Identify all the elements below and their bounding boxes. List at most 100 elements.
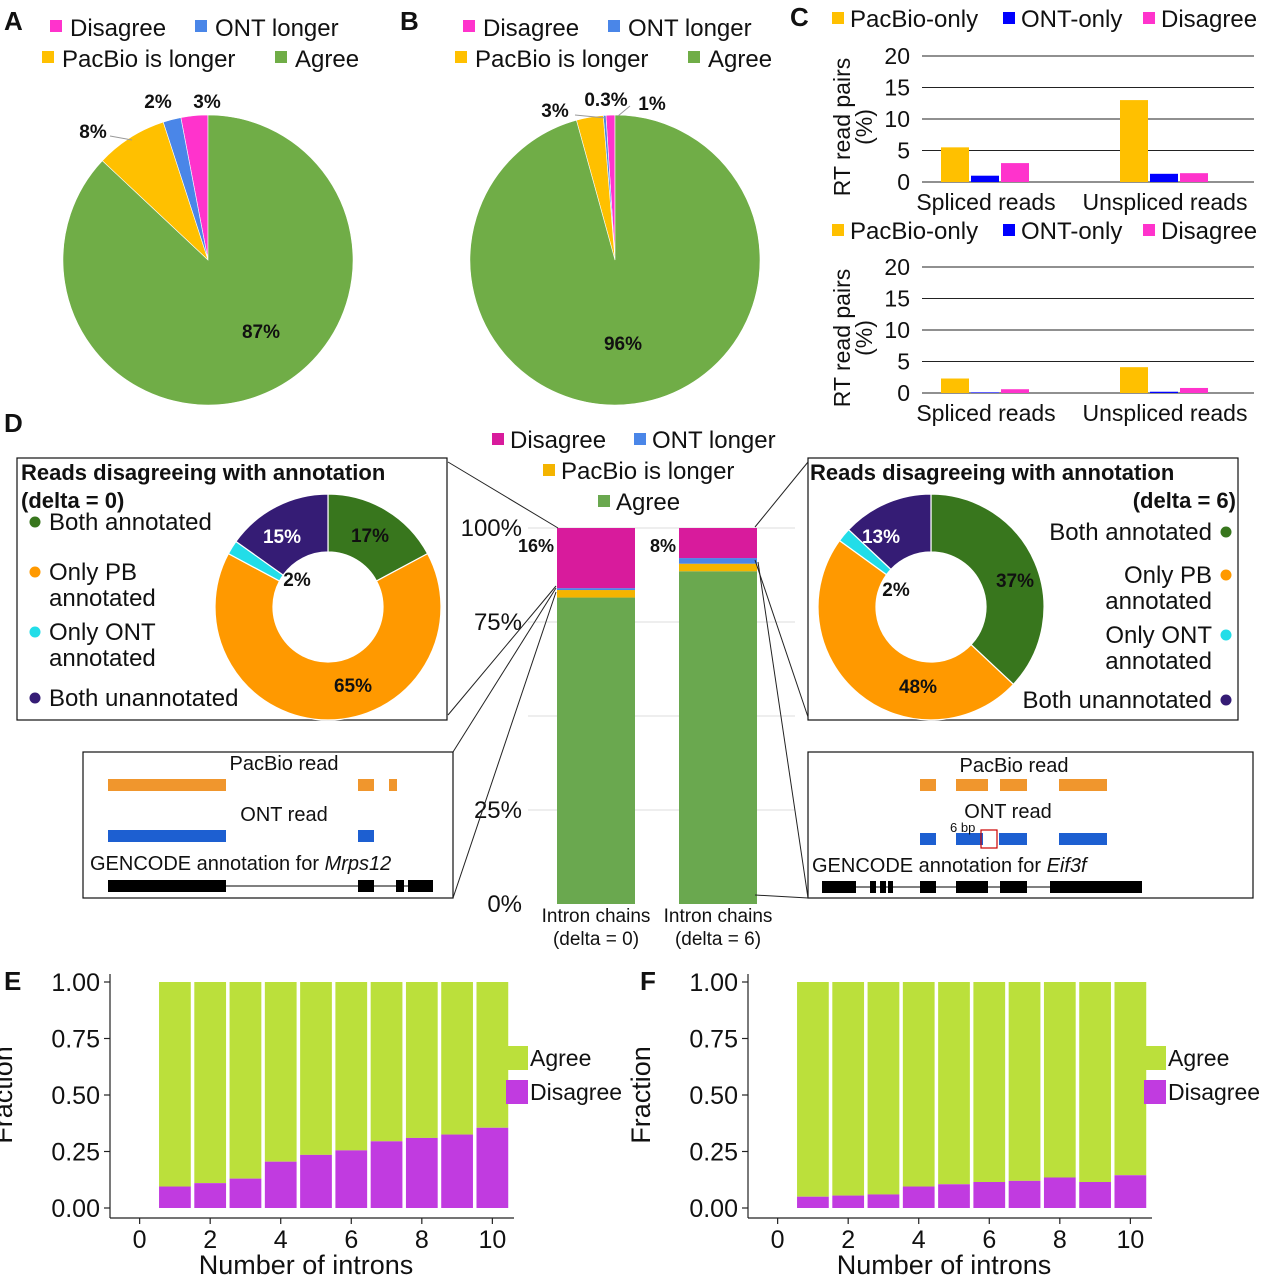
bar-disagree-1 [797, 1196, 829, 1208]
donut-label-both-unannotated: 13% [862, 527, 900, 548]
pacbio-exon [1000, 779, 1027, 791]
annotation-prefix: GENCODE annotation for [90, 853, 325, 875]
ont-exon [1059, 833, 1107, 845]
pacbio-exon [358, 779, 374, 791]
annotation-exon [880, 881, 886, 893]
ont-exon [358, 830, 374, 842]
gene-name: Mrps12 [325, 853, 392, 875]
panel-f: F 0.00 0.25 0.50 0.75 1.00 0 2 4 6 8 10 Number of i… [626, 966, 1260, 1280]
connector-line [452, 587, 557, 753]
annotation-exon [1050, 881, 1142, 893]
legend-swatch-agree [1144, 1046, 1166, 1070]
bar-agree-6 [973, 982, 1006, 1183]
ont-exon [956, 833, 983, 845]
bar-pacbio-only-unspliced-reads [1120, 100, 1148, 182]
legend-swatch-disagree [1143, 224, 1155, 236]
panel-d-read-diagram-left: PacBio read ONT read GENCODE annotation fo… [82, 751, 454, 899]
panel-label-f: F [640, 966, 656, 996]
legend-label-pacbio-is-longer: PacBio is longer [62, 46, 235, 73]
donut-label-both-annotated: 17% [351, 526, 389, 547]
legend-label-only-pb-annotated: annotated [1105, 588, 1212, 615]
legend-dot-only-pb-annotated [29, 566, 41, 578]
pie-leader-line [109, 135, 133, 141]
x-tick-label: 6 [982, 1226, 996, 1254]
bar-agree-10 [476, 982, 509, 1128]
legend-swatch-pacbio-is-longer [543, 464, 555, 476]
y-tick-label: 0.25 [51, 1139, 100, 1167]
gap-label: 6 bp [950, 820, 975, 835]
pie-slice-agree [469, 114, 761, 406]
legend-label-agree: Agree [530, 1045, 591, 1071]
y-tick-label: 10 [884, 106, 910, 132]
legend-label-disagree: Disagree [1161, 6, 1257, 33]
legend-label-ont-only: ONT-only [1021, 218, 1122, 245]
panel-d-donut-right: Reads disagreeing with annotation (delta … [807, 457, 1239, 721]
annotation-exon [358, 880, 374, 892]
panel-c-bottom-chart: PacBio-only ONT-only Disagree 0 5 10 15 20 RT re… [829, 218, 1257, 426]
bar-disagree-3 [229, 1178, 262, 1208]
annotation-exon [822, 881, 856, 893]
pie-label-ont-longer: 0.3% [584, 90, 627, 111]
legend-dot-both-annotated [1220, 526, 1232, 538]
annotation-exon [888, 881, 893, 893]
bar-agree-9 [1079, 982, 1111, 1183]
pacbio-read-label: PacBio read [230, 753, 339, 775]
y-axis-label: Fraction [0, 1046, 18, 1144]
bar-agree-6 [335, 982, 368, 1151]
legend-label-pacbio-only: PacBio-only [850, 6, 978, 33]
panel-d: D Disagree ONT longer PacBio is longer Agre… [4, 408, 1254, 950]
y-tick-label: 75% [474, 609, 522, 636]
panel-c-top-chart: PacBio-only ONT-only Disagree 0 5 10 15 20 RT re… [829, 6, 1257, 215]
ont-read-label: ONT read [240, 804, 327, 826]
legend-swatch-ont-only [1003, 12, 1015, 24]
x-tick-label: 4 [912, 1226, 926, 1254]
inset-title: (delta = 0) [21, 488, 124, 513]
bar-disagree-spliced-reads [1001, 163, 1029, 182]
y-tick-label: 0.75 [689, 1026, 738, 1054]
bar-agree-10 [1114, 982, 1147, 1176]
donut-label-only-ont-annotated: 2% [882, 580, 910, 601]
donut-label-only-ont-annotated: 2% [283, 570, 311, 591]
y-axis-label: Fraction [626, 1046, 656, 1144]
pacbio-exon [389, 779, 397, 791]
bar-agree-3 [229, 982, 262, 1179]
legend-label-only-ont-annotated: annotated [1105, 648, 1212, 675]
pie-label-disagree: 1% [638, 94, 666, 115]
annotation-exon [408, 880, 433, 892]
legend-swatch-disagree [50, 20, 62, 32]
legend-label-disagree: Disagree [1161, 218, 1257, 245]
bar-pacbio-only-spliced-reads [941, 147, 969, 182]
x-category-label: Spliced reads [916, 400, 1055, 426]
connector-line [754, 461, 809, 528]
pacbio-exon [956, 779, 988, 791]
x-tick-label: 0 [133, 1226, 147, 1254]
pie-label-agree: 96% [604, 334, 642, 355]
y-tick-label: 0.25 [689, 1139, 738, 1167]
inset-title: (delta = 6) [1133, 488, 1236, 513]
bar-disagree-9 [1079, 1182, 1111, 1208]
legend-dot-both-annotated [29, 516, 41, 528]
legend-swatch-pacbio-is-longer [455, 51, 467, 63]
bar-agree-2 [194, 982, 227, 1184]
legend-swatch-disagree [463, 20, 475, 32]
pie-label-pacbio-is-longer: 8% [79, 122, 107, 143]
bar-disagree-10 [476, 1127, 509, 1208]
bar-disagree-2 [679, 528, 757, 559]
x-tick-label: 8 [1053, 1226, 1067, 1254]
legend-swatch-disagree [1144, 1080, 1166, 1104]
legend-label-disagree: Disagree [510, 427, 606, 454]
legend-label-only-pb-annotated: annotated [49, 585, 156, 612]
inset-box [82, 751, 454, 899]
connector-line [757, 561, 809, 899]
y-tick-label: 1.00 [689, 969, 738, 997]
y-tick-label: 15 [884, 75, 910, 101]
connector-line [452, 591, 557, 899]
x-category-label: (delta = 0) [553, 929, 639, 950]
y-tick-label: 5 [897, 138, 910, 164]
panel-b-pie: 1% 0.3% 3% 96% [469, 90, 761, 406]
x-axis-label: Number of introns [837, 1250, 1052, 1280]
panel-d-connector-lines [447, 461, 809, 899]
panel-a-pie: 3% 2% 8% 87% [62, 92, 354, 406]
donut-label-only-pb-annotated: 65% [334, 676, 372, 697]
legend-swatch-disagree [506, 1080, 528, 1104]
